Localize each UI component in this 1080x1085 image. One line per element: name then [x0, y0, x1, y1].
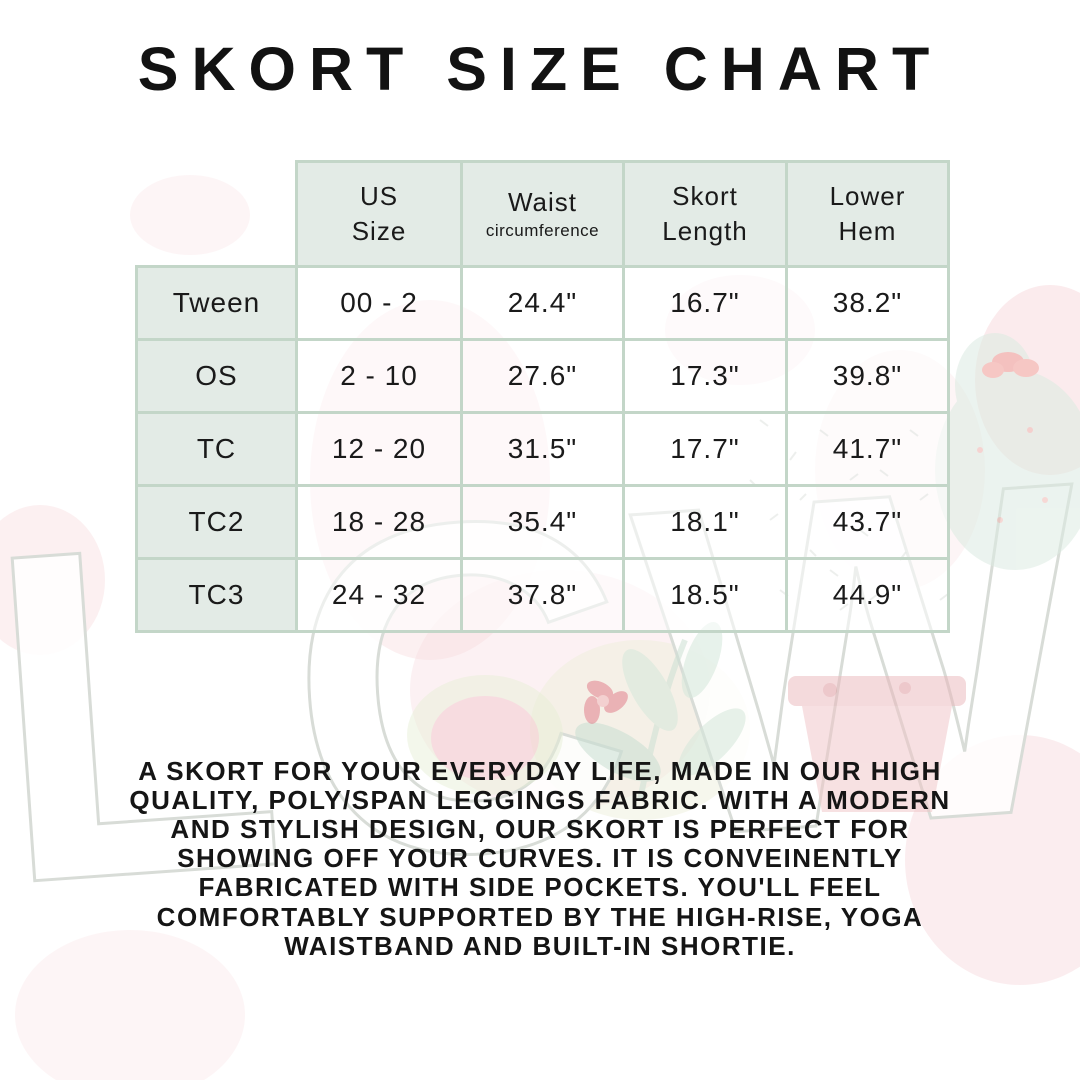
table-cell: 16.7": [622, 265, 788, 341]
table-cell: 18 - 28: [295, 484, 463, 560]
table-cell: 12 - 20: [295, 411, 463, 487]
table-header-row: US Size Waist circumference Skort Length…: [137, 160, 950, 268]
table-cell: 17.7": [622, 411, 788, 487]
table-row-tc2: TC2 18 - 28 35.4" 18.1" 43.7": [135, 484, 950, 560]
table-cell: 24.4": [460, 265, 625, 341]
row-label-cell: TC: [135, 411, 298, 487]
table-cell: 37.8": [460, 557, 625, 633]
table-cell: 24 - 32: [295, 557, 463, 633]
table-row-tc: TC 12 - 20 31.5" 17.7" 41.7": [135, 411, 950, 487]
table-cell: 41.7": [785, 411, 950, 487]
table-cell: 31.5": [460, 411, 625, 487]
header-cell-skort-length: Skort Length: [622, 160, 788, 268]
table-cell: 39.8": [785, 338, 950, 414]
header-sub-text: Size: [351, 216, 407, 246]
header-main-text: Lower: [829, 180, 906, 211]
table-row-tc3: TC3 24 - 32 37.8" 18.5" 44.9": [135, 557, 950, 633]
table-cell: 2 - 10: [295, 338, 463, 414]
row-label-cell: TC2: [135, 484, 298, 560]
header-sub-text: Length: [662, 216, 748, 246]
header-main-text: Waist: [507, 186, 578, 217]
header-cell-waist: Waist circumference: [460, 160, 625, 268]
row-label-cell: OS: [135, 338, 298, 414]
product-description: A SKORT FOR YOUR EVERYDAY LIFE, MADE IN …: [129, 756, 951, 961]
table-cell: 35.4": [460, 484, 625, 560]
header-sub-text: circumference: [485, 221, 600, 241]
header-cell-us-size: US Size: [295, 160, 463, 268]
cactus-illustration: [935, 333, 1080, 570]
page-title: SKORT SIZE CHART: [137, 35, 943, 103]
header-main-text: Skort: [672, 180, 738, 211]
table-row-os: OS 2 - 10 27.6" 17.3" 39.8": [135, 338, 950, 414]
table-row-tween: Tween 00 - 2 24.4" 16.7" 38.2": [135, 265, 950, 341]
blank-corner-cell: [137, 162, 297, 267]
table-cell: 18.5": [622, 557, 788, 633]
header-cell-lower-hem: Lower Hem: [785, 160, 950, 268]
watermelon-illustration: [407, 675, 563, 795]
header-main-text: US: [359, 180, 399, 211]
flower-illustration: [584, 680, 628, 724]
table-cell: 27.6": [460, 338, 625, 414]
table-cell: 18.1": [622, 484, 788, 560]
table-cell: 38.2": [785, 265, 950, 341]
table-cell: 00 - 2: [295, 265, 463, 341]
leaves-illustration: [575, 622, 746, 801]
size-chart-table: US Size Waist circumference Skort Length…: [135, 160, 950, 633]
flower-pot-illustration: [788, 676, 966, 812]
row-label-cell: TC3: [135, 557, 298, 633]
header-sub-text: Hem: [838, 216, 897, 246]
table-cell: 44.9": [785, 557, 950, 633]
row-label-cell: Tween: [135, 265, 298, 341]
table-cell: 17.3": [622, 338, 788, 414]
table-cell: 43.7": [785, 484, 950, 560]
